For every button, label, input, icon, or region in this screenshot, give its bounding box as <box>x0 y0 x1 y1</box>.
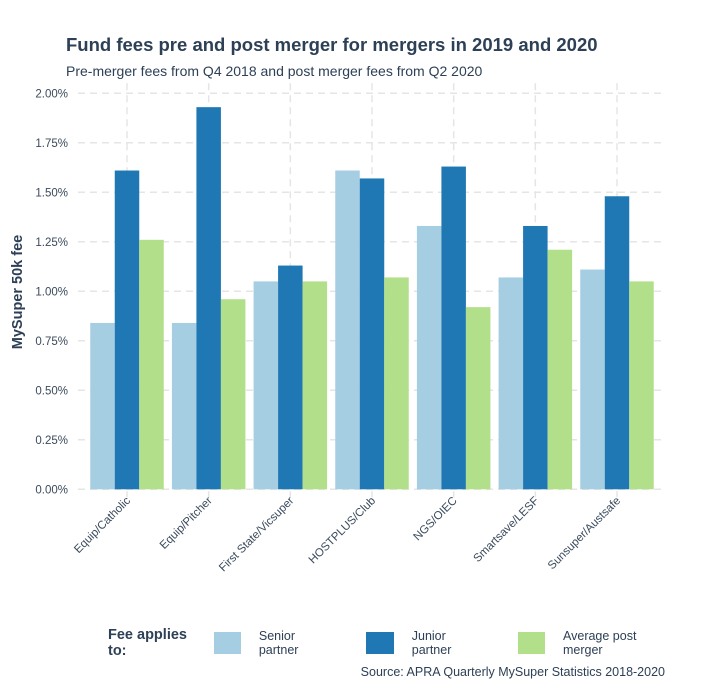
bar-senior-partner <box>171 322 197 490</box>
bar-average-post-merger <box>220 299 246 490</box>
legend-label: Senior partner <box>258 629 299 657</box>
legend-swatch <box>366 632 394 654</box>
bar-senior-partner <box>580 269 605 490</box>
bar-senior-partner <box>90 322 115 490</box>
y-tick-label: 2.00% <box>35 88 68 100</box>
legend-item: Average post merger <box>517 629 663 657</box>
legend-item: Senior partner <box>213 629 327 657</box>
x-tick-label: Sunsuper/Austsafe <box>546 495 623 572</box>
bar-chart: 0.00% 0.25% 0.50% 0.75% 1.00% 1.25% 1.50% 1.75%… <box>10 83 666 574</box>
bar-average-post-merger <box>302 281 328 490</box>
legend-label: Average post merger <box>563 629 637 657</box>
y-tick-label: 1.25% <box>35 237 68 249</box>
bar-senior-partner <box>335 170 360 490</box>
bar-junior-partner <box>441 166 466 490</box>
bar-senior-partner <box>498 277 524 490</box>
bar-junior-partner <box>114 170 140 490</box>
bar-average-post-merger <box>547 249 573 490</box>
legend-swatch <box>213 632 241 654</box>
y-tick-label: 0.00% <box>35 484 68 496</box>
legend: Fee applies to: Senior partner Junior par… <box>108 627 703 659</box>
bar-senior-partner <box>416 225 442 490</box>
bar-senior-partner <box>253 281 279 490</box>
source-note: Source: APRA Quarterly MySuper Statistic… <box>360 665 665 679</box>
bar-junior-partner <box>278 265 303 490</box>
x-axis-ticks: Equip/Catholic Equip/Pitcher First State/V… <box>72 495 623 574</box>
legend-item: Junior partner <box>366 629 477 657</box>
legend-swatch <box>517 632 545 654</box>
y-axis-ticks: 0.00% 0.25% 0.50% 0.75% 1.00% 1.25% 1.50% 1.75%… <box>35 88 68 496</box>
bar-average-post-merger <box>465 307 491 490</box>
x-tick-label: First State/Vicsuper <box>217 495 296 574</box>
y-tick-label: 1.00% <box>35 286 68 298</box>
y-tick-label: 0.50% <box>35 385 68 397</box>
x-tick-label: NGS/OIEC <box>412 495 460 543</box>
y-tick-label: 0.25% <box>35 435 68 447</box>
bar-junior-partner <box>196 107 221 490</box>
bar-junior-partner <box>523 225 548 490</box>
y-tick-label: 1.50% <box>35 187 68 199</box>
legend-title: Fee applies to: <box>108 627 187 659</box>
bar-junior-partner <box>359 178 385 490</box>
y-axis-label: MySuper 50k fee <box>10 235 26 349</box>
chart-title: Fund fees pre and post merger for merger… <box>66 34 598 55</box>
bar-average-post-merger <box>629 281 654 490</box>
x-tick-label: HOSTPLUS/Club <box>307 495 378 566</box>
bar-average-post-merger <box>139 239 164 490</box>
bars <box>90 107 654 490</box>
legend-label: Junior partner <box>411 629 452 657</box>
bar-junior-partner <box>604 196 630 490</box>
y-tick-label: 1.75% <box>35 138 68 150</box>
x-tick-label: Equip/Pitcher <box>158 495 215 552</box>
bar-average-post-merger <box>384 277 409 490</box>
chart-subtitle: Pre-merger fees from Q4 2018 and post me… <box>66 63 483 79</box>
y-tick-label: 0.75% <box>35 336 68 348</box>
x-tick-label: Equip/Catholic <box>72 495 133 556</box>
x-tick-label: Smartsave/LESF <box>472 495 542 565</box>
